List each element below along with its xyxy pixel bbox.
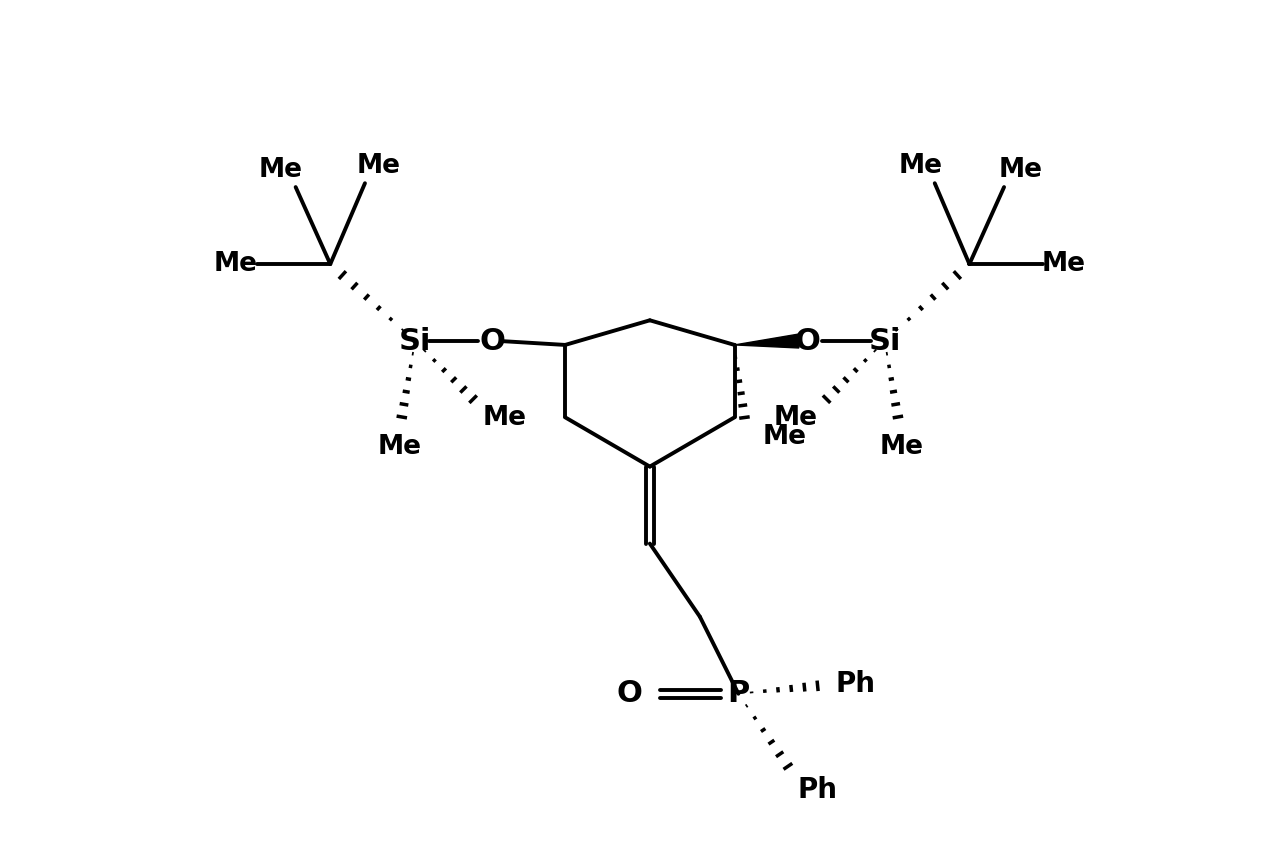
Text: Me: Me (259, 157, 302, 183)
Text: Me: Me (1042, 251, 1087, 277)
Text: O: O (616, 679, 642, 708)
Text: Me: Me (899, 153, 943, 179)
Text: O: O (479, 326, 505, 356)
Text: Me: Me (378, 434, 421, 460)
Text: O: O (795, 326, 820, 356)
Text: Me: Me (762, 424, 806, 450)
Text: Si: Si (398, 326, 431, 356)
Text: Me: Me (773, 405, 818, 431)
Text: Me: Me (999, 157, 1044, 183)
Text: Me: Me (213, 251, 257, 277)
Text: P: P (728, 679, 749, 708)
Text: Me: Me (880, 434, 923, 460)
Text: Si: Si (869, 326, 902, 356)
Text: Me: Me (482, 405, 526, 431)
Text: Ph: Ph (798, 776, 838, 804)
Polygon shape (734, 334, 799, 348)
Text: Me: Me (356, 153, 401, 179)
Text: Ph: Ph (836, 670, 875, 699)
